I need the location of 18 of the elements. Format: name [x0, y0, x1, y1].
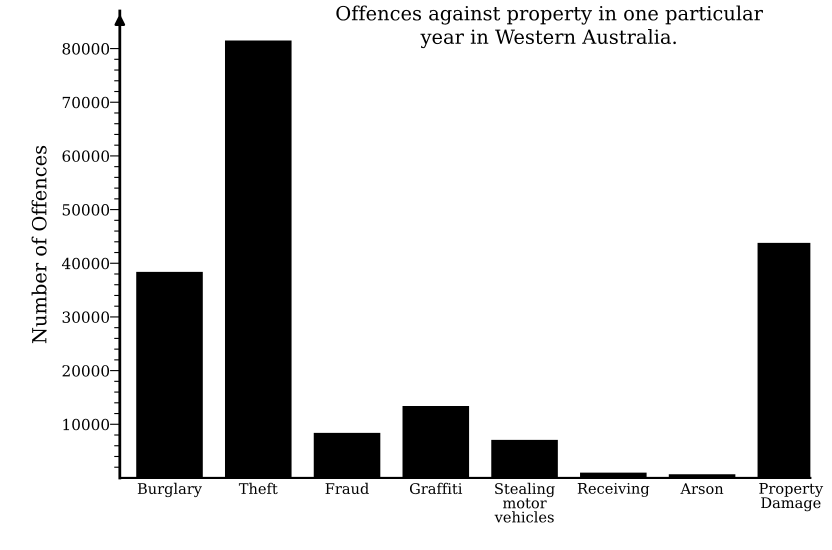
x-tick-label: Arson [680, 483, 724, 494]
chart-title: Offences against property in one particular year in Western Australia. [336, 6, 763, 48]
y-tick-label: 10000 [63, 418, 110, 430]
x-tick-label: Receiving [578, 482, 650, 497]
y-tick-label: 50000 [62, 204, 110, 216]
y-tick-label: 20000 [62, 365, 110, 377]
x-tick-label: Fraud [326, 482, 369, 494]
x-tick-label: Property Damage [759, 483, 824, 512]
y-axis-title: Number of Offences [32, 146, 47, 344]
y-tick-label: 30000 [62, 311, 110, 323]
y-tick-label: 60000 [62, 150, 110, 162]
x-tick-label: Stealing motor vehicles [494, 482, 555, 523]
x-tick-label: Graffiti [410, 482, 462, 494]
x-tick-label: Burglary [138, 482, 202, 498]
x-tick-label: Theft [238, 482, 278, 494]
y-tick-label: 80000 [62, 43, 110, 55]
y-tick-label: 70000 [62, 96, 110, 108]
y-tick-label: 40000 [62, 258, 110, 270]
